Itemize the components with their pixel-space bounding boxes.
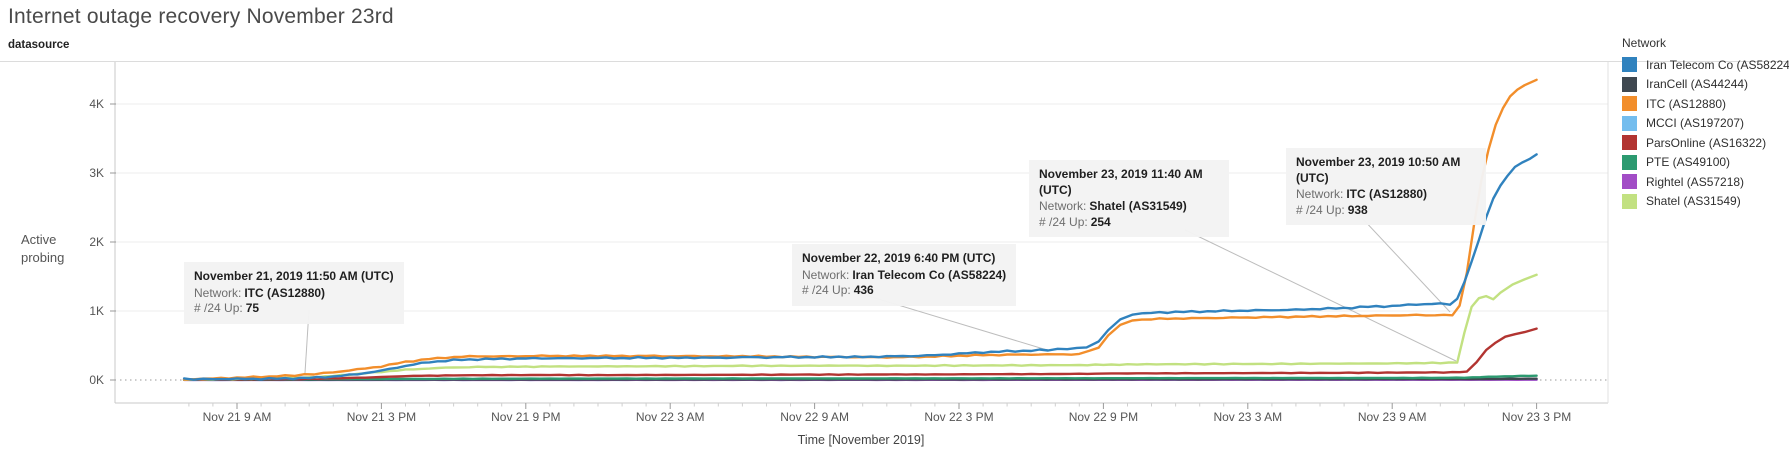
annotation-date: November 23, 2019 11:40 AM (UTC) bbox=[1039, 167, 1203, 197]
annotation-network-row: Network: Shatel (AS31549) bbox=[1039, 199, 1187, 214]
axes bbox=[114, 62, 1609, 404]
x-axis-title: Time [November 2019] bbox=[798, 433, 925, 447]
legend-swatch-icon bbox=[1622, 96, 1637, 111]
svg-text:0K: 0K bbox=[89, 373, 104, 387]
series-iran-telecom-co-as58224[interactable] bbox=[182, 153, 1538, 381]
annotation-tooltip: November 23, 2019 11:40 AM (UTC) Network… bbox=[1029, 160, 1229, 238]
legend-item-label: ParsOnline (AS16322) bbox=[1646, 135, 1767, 150]
legend-item[interactable]: Shatel (AS31549) bbox=[1622, 193, 1789, 209]
annotation-tooltip: November 21, 2019 11:50 AM (UTC) Network… bbox=[184, 262, 404, 324]
y-axis-title: Active probing bbox=[21, 232, 65, 266]
svg-text:Nov 22 3 PM: Nov 22 3 PM bbox=[924, 410, 993, 424]
legend-item[interactable]: ParsOnline (AS16322) bbox=[1622, 135, 1789, 150]
legend-title: Network bbox=[1622, 36, 1667, 50]
series-itc-as12880[interactable] bbox=[182, 78, 1538, 381]
legend-swatch-icon bbox=[1622, 115, 1637, 131]
legend: Network Iran Telecom Co (AS58224) IranCe… bbox=[1622, 36, 1789, 213]
legend-item[interactable]: ITC (AS12880) bbox=[1622, 96, 1789, 111]
svg-text:Nov 22 3 AM: Nov 22 3 AM bbox=[636, 410, 705, 424]
legend-item-label: ITC (AS12880) bbox=[1646, 96, 1727, 111]
annotation-up-row: # /24 Up: 436 bbox=[802, 283, 874, 298]
legend-item-label: MCCI (AS197207) bbox=[1646, 116, 1745, 130]
annotation-tooltip: November 22, 2019 6:40 PM (UTC) Network:… bbox=[792, 244, 1017, 306]
annotation-network-row: Network: Iran Telecom Co (AS58224) bbox=[802, 267, 1007, 282]
annotation-network-row: Network: ITC (AS12880) bbox=[1296, 187, 1428, 202]
legend-item[interactable]: Rightel (AS57218) bbox=[1622, 174, 1789, 189]
annotation-up-row: # /24 Up: 254 bbox=[1039, 214, 1111, 229]
annotation-up-row: # /24 Up: 938 bbox=[1296, 202, 1368, 217]
series-parsonline-as16322[interactable] bbox=[182, 327, 1538, 381]
legend-swatch-icon bbox=[1622, 174, 1637, 189]
legend-item[interactable]: IranCell (AS44244) bbox=[1622, 76, 1789, 92]
svg-text:1K: 1K bbox=[89, 304, 104, 318]
legend-item-label: Iran Telecom Co (AS58224) bbox=[1646, 57, 1789, 72]
legend-item-label: Shatel (AS31549) bbox=[1646, 194, 1741, 208]
svg-text:4K: 4K bbox=[89, 97, 104, 111]
x-axis-ticks: Nov 21 9 AM Nov 21 3 PM Nov 21 9 PM Nov 22 … bbox=[188, 403, 1571, 447]
svg-text:Nov 21 9 PM: Nov 21 9 PM bbox=[491, 410, 560, 424]
annotation-date: November 21, 2019 11:50 AM (UTC) bbox=[194, 269, 394, 283]
svg-text:Nov 23 3 AM: Nov 23 3 AM bbox=[1213, 410, 1282, 424]
series-lines bbox=[182, 78, 1538, 382]
legend-item-label: Rightel (AS57218) bbox=[1646, 174, 1745, 189]
legend-item[interactable]: PTE (AS49100) bbox=[1622, 154, 1789, 170]
legend-items: Iran Telecom Co (AS58224) IranCell (AS44… bbox=[1622, 57, 1789, 209]
annotation-network-row: Network: ITC (AS12880) bbox=[194, 285, 326, 300]
annotation-up-row: # /24 Up: 75 bbox=[194, 301, 260, 316]
svg-text:3K: 3K bbox=[89, 166, 104, 180]
svg-text:Nov 21 3 PM: Nov 21 3 PM bbox=[347, 410, 416, 424]
legend-swatch-icon bbox=[1622, 135, 1637, 150]
svg-text:Nov 22 9 PM: Nov 22 9 PM bbox=[1069, 410, 1138, 424]
annotation-tooltip: November 23, 2019 10:50 AM (UTC) Network… bbox=[1286, 148, 1486, 226]
svg-text:2K: 2K bbox=[89, 235, 104, 249]
annotation-date: November 22, 2019 6:40 PM (UTC) bbox=[802, 251, 996, 265]
legend-item[interactable]: Iran Telecom Co (AS58224) bbox=[1622, 57, 1789, 72]
header-divider bbox=[0, 61, 1789, 62]
legend-swatch-icon bbox=[1622, 76, 1637, 92]
legend-swatch-icon bbox=[1622, 193, 1637, 209]
legend-swatch-icon bbox=[1622, 57, 1637, 72]
legend-item-label: PTE (AS49100) bbox=[1646, 155, 1731, 169]
legend-swatch-icon bbox=[1622, 154, 1637, 170]
datasource-label: datasource bbox=[8, 39, 70, 51]
annotation-date: November 23, 2019 10:50 AM (UTC) bbox=[1296, 155, 1461, 185]
legend-item-label: IranCell (AS44244) bbox=[1646, 77, 1749, 91]
y-axis-ticks: 0K 1K 2K 3K 4K bbox=[89, 97, 116, 387]
svg-text:Nov 23 3 PM: Nov 23 3 PM bbox=[1502, 410, 1571, 424]
series-shatel-as31549[interactable] bbox=[182, 273, 1538, 381]
legend-item[interactable]: MCCI (AS197207) bbox=[1622, 115, 1789, 131]
page-title: Internet outage recovery November 23rd bbox=[8, 5, 394, 28]
svg-text:Nov 23 9 AM: Nov 23 9 AM bbox=[1358, 410, 1427, 424]
svg-text:Nov 22 9 AM: Nov 22 9 AM bbox=[780, 410, 849, 424]
svg-text:Nov 21 9 AM: Nov 21 9 AM bbox=[203, 410, 272, 424]
series-pte-as49100[interactable] bbox=[182, 374, 1538, 381]
